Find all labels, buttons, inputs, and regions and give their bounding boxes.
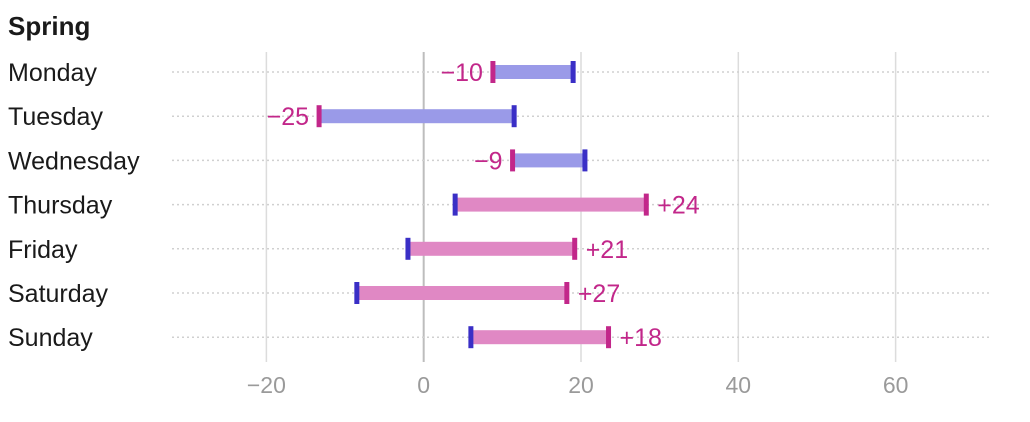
start-marker: [405, 237, 411, 260]
end-marker: [572, 237, 578, 260]
end-marker: [564, 282, 570, 304]
category-label: Wednesday: [8, 147, 140, 175]
start-marker: [354, 282, 360, 304]
start-marker: [511, 105, 517, 128]
x-tick-label: 40: [726, 372, 752, 398]
end-marker: [316, 105, 322, 128]
end-marker: [606, 326, 612, 349]
row-guides: [172, 71, 990, 338]
x-tick-label: 20: [568, 372, 594, 398]
category-label: Tuesday: [8, 103, 103, 131]
category-label: Sunday: [8, 324, 93, 352]
end-marker: [510, 149, 516, 172]
x-axis-ticks: −20 0 20 40 60: [247, 372, 909, 398]
start-marker: [582, 149, 588, 172]
start-marker: [452, 193, 458, 216]
dumbbell-bar: [455, 197, 647, 212]
dumbbell-bar: [470, 330, 609, 345]
data-label: +21: [586, 236, 628, 264]
chart-title: Spring: [8, 11, 90, 41]
data-label: +18: [620, 324, 662, 352]
end-marker: [643, 193, 649, 216]
data-label: +24: [657, 192, 700, 220]
category-label: Monday: [8, 59, 97, 87]
data-label: −10: [440, 59, 482, 87]
dumbbell-bar: [319, 109, 515, 124]
dumbbells: −10 −25 −9 +24 +21 +27+18: [267, 59, 700, 352]
start-marker: [468, 326, 474, 349]
x-tick-label: 0: [417, 372, 430, 398]
dumbbell-bar: [356, 286, 567, 300]
dumbbell-bar: [492, 65, 574, 79]
end-marker: [490, 61, 496, 83]
x-tick-label: 60: [883, 372, 909, 398]
dumbbell-bar: [407, 241, 575, 256]
category-label: Thursday: [8, 192, 113, 220]
dumbbell-bar: [512, 153, 585, 168]
data-label: −9: [474, 147, 503, 175]
data-label: +27: [578, 280, 620, 308]
data-label: −25: [267, 103, 309, 131]
start-marker: [570, 61, 576, 83]
category-label: Saturday: [8, 280, 109, 308]
category-labels: Monday Tuesday Wednesday Thursday Friday Satu…: [8, 59, 140, 352]
category-label: Friday: [8, 236, 78, 264]
x-tick-label: −20: [247, 372, 286, 398]
